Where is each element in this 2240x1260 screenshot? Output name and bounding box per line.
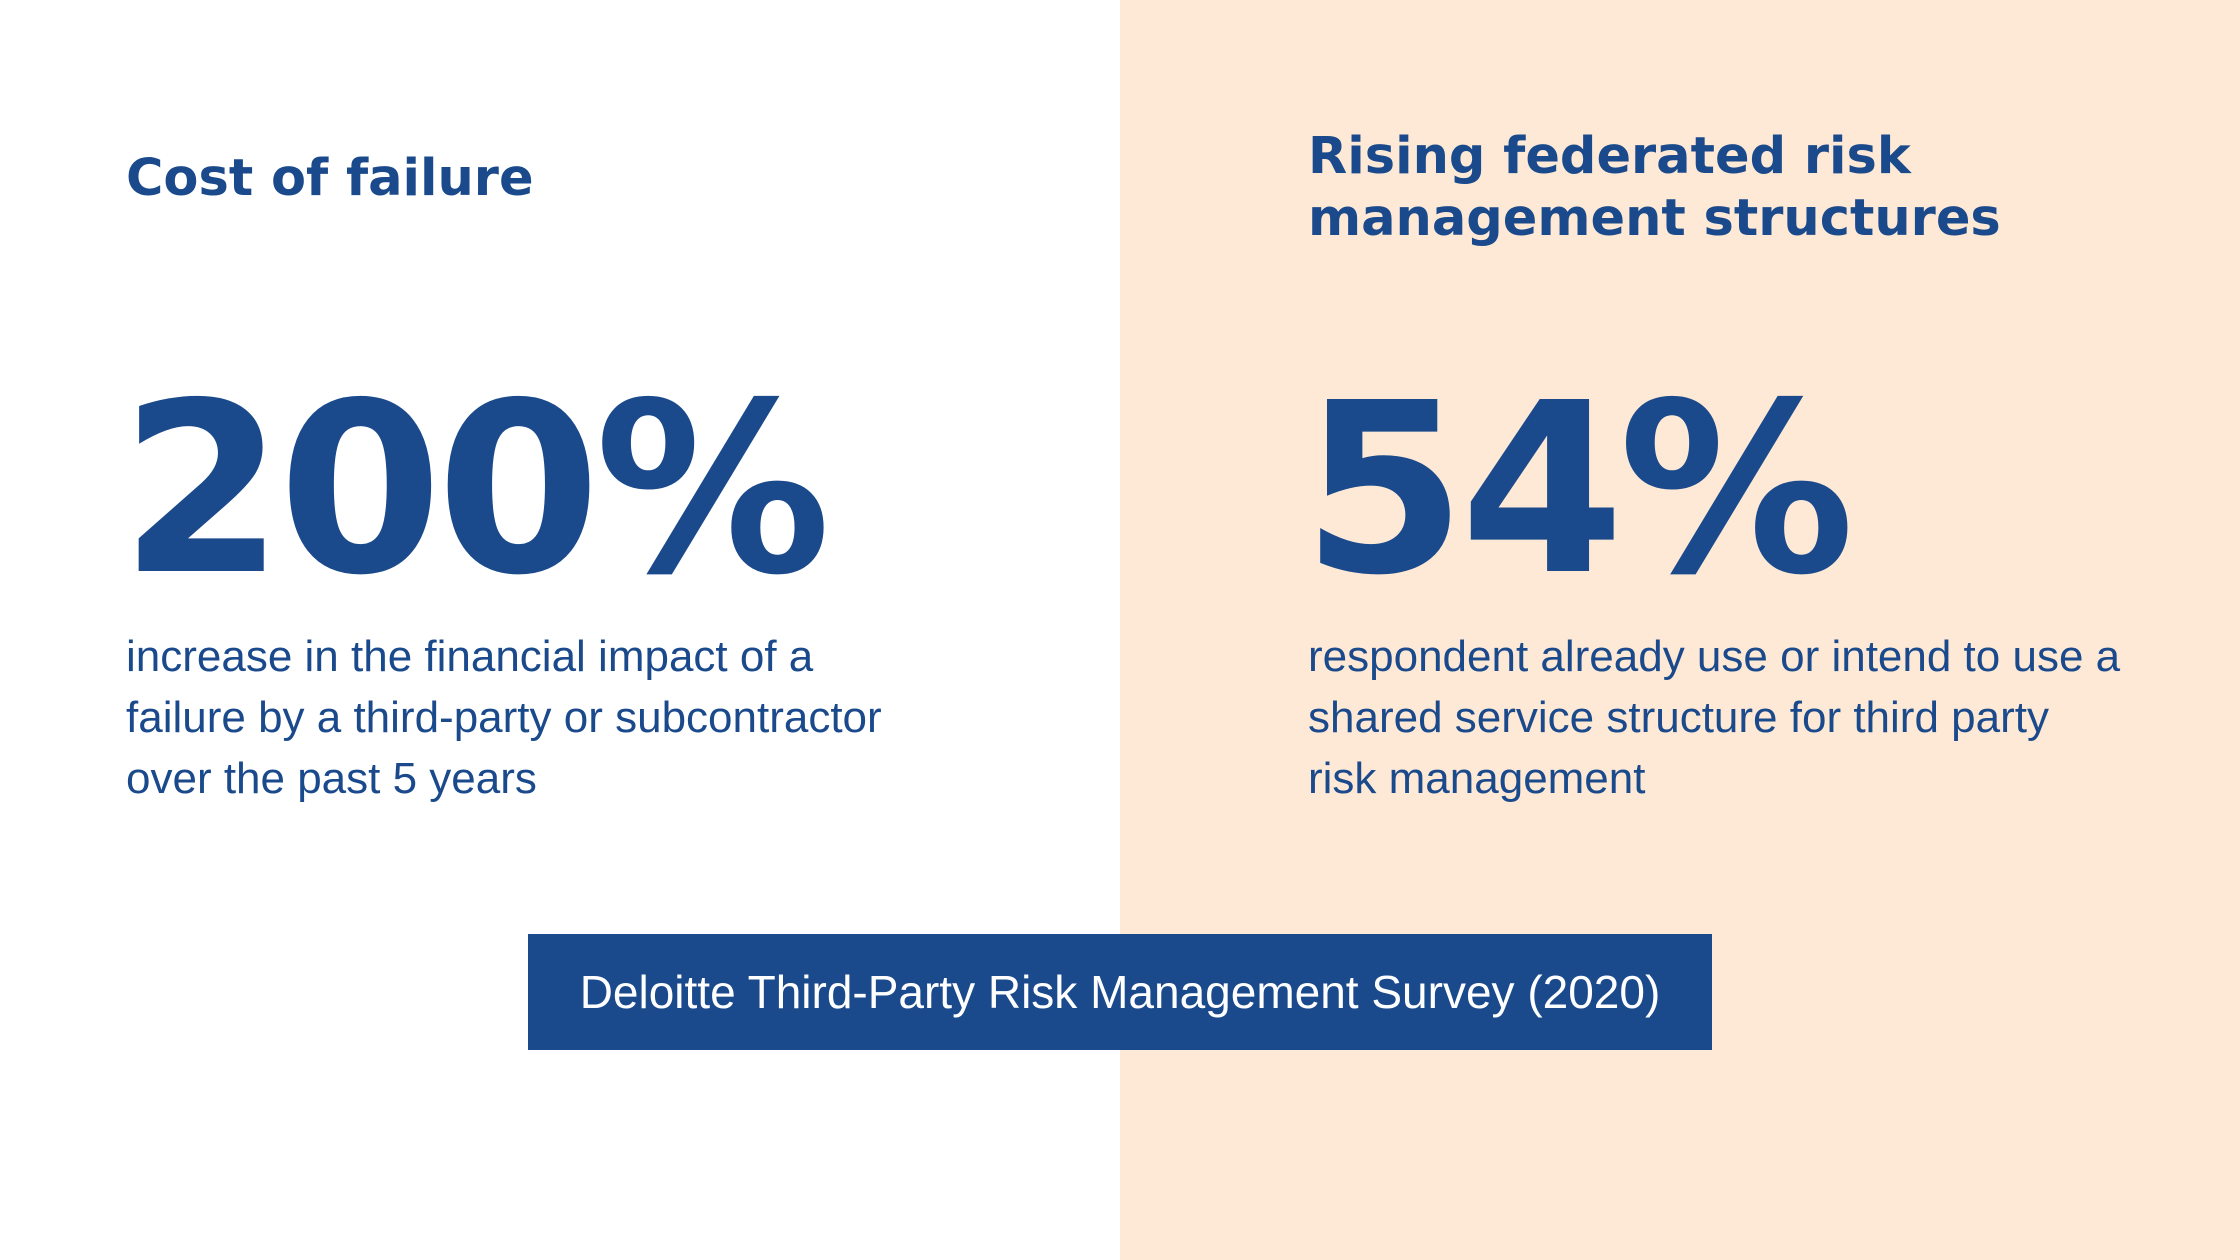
left-panel — [0, 0, 1120, 1260]
federated-risk-heading: Rising federated risk management structu… — [1308, 127, 2001, 248]
federated-risk-stat: 54% — [1302, 352, 1855, 627]
cost-of-failure-heading: Cost of failure — [126, 149, 534, 208]
source-label: Deloitte Third-Party Risk Management Sur… — [579, 966, 1661, 1018]
right-panel — [1120, 0, 2240, 1260]
cost-of-failure-description: increase in the financial impact of a fa… — [126, 632, 882, 803]
source-banner: Deloitte Third-Party Risk Management Sur… — [528, 934, 1712, 1050]
cost-of-failure-stat: 200% — [120, 352, 831, 627]
federated-risk-description: respondent already use or intend to use … — [1308, 632, 2121, 803]
